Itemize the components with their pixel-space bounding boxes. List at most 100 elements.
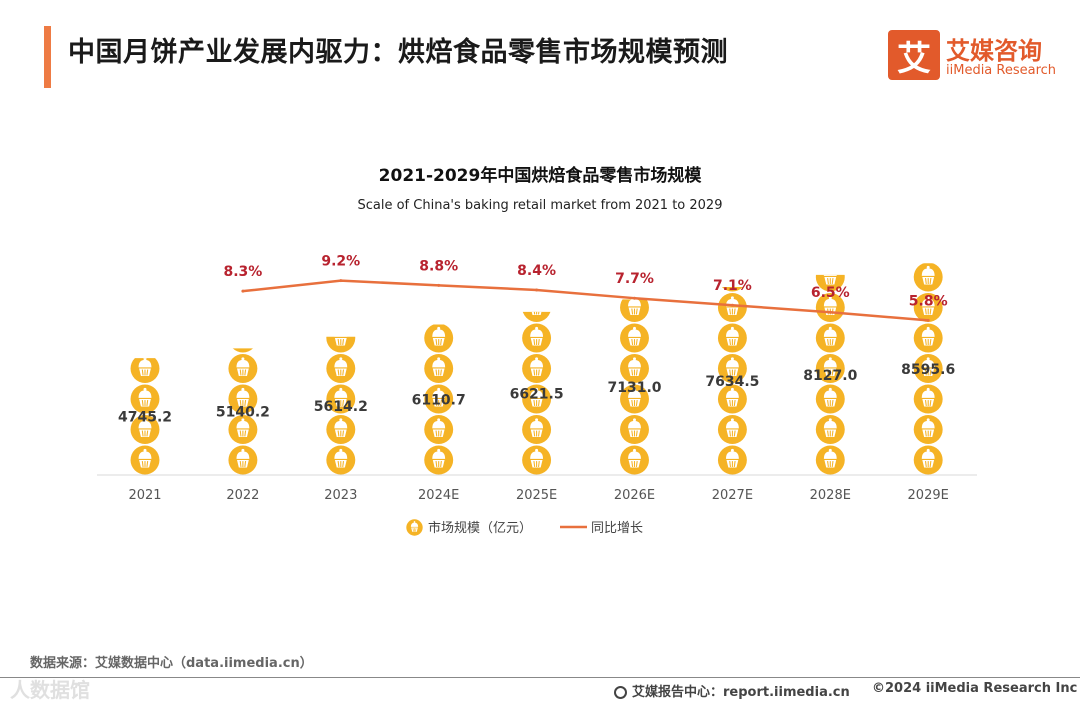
cupcake-coin-icon: [325, 445, 356, 475]
bar-2022[interactable]: [227, 324, 258, 475]
bar-2023[interactable]: [325, 293, 356, 475]
legend-item-market-size[interactable]: 市场规模（亿元）: [406, 519, 532, 536]
cupcake-coin-icon: [423, 324, 454, 353]
growth-point[interactable]: [633, 296, 636, 300]
title-accent-bar: [44, 26, 51, 88]
cupcake-coin-icon: [521, 353, 552, 384]
legend-label-market-size: 市场规模（亿元）: [428, 520, 532, 536]
chart-title: 2021-2029年中国烘焙食品零售市场规模: [379, 165, 703, 186]
growth-line[interactable]: [242, 279, 929, 322]
growth-point[interactable]: [535, 288, 539, 292]
data-source: 数据来源：艾媒数据中心（data.iimedia.cn）: [30, 656, 313, 671]
bar-value-label: 8595.6: [901, 362, 955, 378]
growth-labels: 8.3% 9.2% 8.8% 8.4% 7.7% 7.1% 6.5% 5.8%: [223, 254, 947, 310]
cupcake-coin-icon: [717, 323, 748, 353]
cupcake-coin-icon: [130, 358, 160, 384]
cupcake-coin-icon: [325, 336, 356, 353]
legend-cupcake-icon: [406, 519, 423, 536]
growth-rate-label: 5.8%: [909, 293, 948, 309]
bar-value-label: 8127.0: [803, 368, 857, 384]
growth-point[interactable]: [339, 279, 343, 283]
cupcake-coin-icon: [227, 353, 258, 384]
footer-report-text: 艾媒报告中心：report.iimedia.cn: [632, 685, 850, 700]
growth-point[interactable]: [437, 283, 441, 287]
cupcake-coin-icon: [815, 445, 846, 475]
cupcake-coin-icon: [815, 384, 846, 414]
cupcake-coin-icon: [815, 323, 846, 353]
cupcake-coin-icon: [227, 445, 258, 475]
growth-point[interactable]: [730, 303, 734, 307]
x-tick-label: 2025E: [516, 488, 557, 503]
x-tick-label: 2026E: [614, 488, 655, 503]
cupcake-coin-icon: [130, 445, 160, 475]
legend: 市场规模（亿元） 同比增长: [406, 519, 643, 536]
growth-point[interactable]: [828, 310, 832, 314]
logo-english-name: iiMedia Research: [946, 63, 1057, 78]
cupcake-coin-icon: [717, 414, 748, 445]
bar-2024E[interactable]: [423, 293, 454, 475]
x-tick-label: 2022: [226, 488, 259, 503]
x-tick-label: 2021: [128, 488, 161, 503]
footer-divider: [0, 677, 1080, 678]
x-tick-label: 2023: [324, 488, 357, 503]
cupcake-coin-icon: [325, 353, 356, 384]
growth-rate-label: 8.4%: [517, 263, 556, 279]
growth-point[interactable]: [241, 289, 245, 293]
cupcake-coin-icon: [717, 292, 748, 323]
cupcake-coin-icon: [914, 232, 943, 261]
bar-value-label: 7634.5: [705, 374, 759, 390]
bar-value-label: 5140.2: [216, 405, 270, 421]
cupcake-coin-icon: [913, 263, 944, 292]
watermark-text: 人数据馆: [10, 678, 90, 702]
cupcake-coin-icon: [423, 445, 454, 475]
x-tick-label: 2028E: [810, 488, 851, 503]
x-tick-label: 2024E: [418, 488, 459, 503]
growth-line-series: [241, 279, 930, 322]
cupcake-coin-icon: [619, 353, 650, 384]
cupcake-coin-icon: [325, 414, 356, 445]
bar-2027E[interactable]: [717, 263, 748, 475]
legend-label-growth: 同比增长: [591, 521, 643, 536]
x-tick-label: 2027E: [712, 488, 753, 503]
growth-rate-label: 8.8%: [419, 258, 458, 274]
page-title: 中国月饼产业发展内驱力：烘焙食品零售市场规模预测: [68, 37, 728, 68]
cupcake-coin-icon: [619, 414, 650, 445]
growth-point[interactable]: [926, 318, 930, 322]
bar-2026E[interactable]: [619, 263, 650, 475]
market-size-chart: 2021-2029年中国烘焙食品零售市场规模 Scale of China's …: [97, 165, 977, 536]
legend-item-growth[interactable]: 同比增长: [560, 521, 643, 536]
growth-rate-label: 6.5%: [811, 285, 850, 301]
cupcake-coin-icon: [717, 445, 748, 475]
cupcake-coin-icon: [619, 323, 650, 353]
cupcake-coin-icon: [521, 323, 552, 353]
cupcake-coin-icon: [521, 445, 552, 475]
cupcake-coin-icon: [521, 311, 552, 323]
bar-value-label: 6110.7: [412, 393, 466, 409]
bar-value-label: 4745.2: [118, 410, 172, 426]
bar-value-label: 5614.2: [314, 399, 368, 415]
bar-2021[interactable]: [130, 324, 160, 475]
chart-subtitle: Scale of China's baking retail market fr…: [358, 198, 723, 213]
cupcake-coin-icon: [913, 414, 944, 445]
cupcake-coin-icon: [423, 353, 454, 384]
brand-logo: 艾 艾媒咨询 iiMedia Research: [888, 30, 1063, 82]
globe-icon: [614, 686, 627, 699]
cupcake-coin-icon: [619, 445, 650, 475]
x-tick-label: 2029E: [908, 488, 949, 503]
footer-copyright: ©2024 iiMedia Research Inc: [872, 681, 1078, 696]
cupcake-coin-icon: [521, 414, 552, 445]
cupcake-coin-icon: [326, 293, 355, 322]
cupcake-coin-icon: [913, 384, 944, 414]
cupcake-coin-icon: [424, 293, 453, 322]
bar-2025E[interactable]: [521, 293, 552, 475]
cupcake-coin-icon: [913, 323, 944, 353]
footer-report-center[interactable]: 艾媒报告中心：report.iimedia.cn: [614, 681, 850, 700]
bar-2029E[interactable]: [913, 232, 944, 475]
cupcake-coin-icon: [423, 414, 454, 445]
cupcake-coin-icon: [815, 414, 846, 445]
bar-2028E[interactable]: [815, 232, 846, 475]
growth-rate-label: 9.2%: [321, 254, 360, 270]
bar-value-label: 7131.0: [607, 380, 661, 396]
cupcake-coin-icon: [227, 348, 258, 353]
bar-value-labels: 4745.2 5140.2 5614.2 6110.7 6621.5 7131.0 7634…: [118, 362, 955, 425]
